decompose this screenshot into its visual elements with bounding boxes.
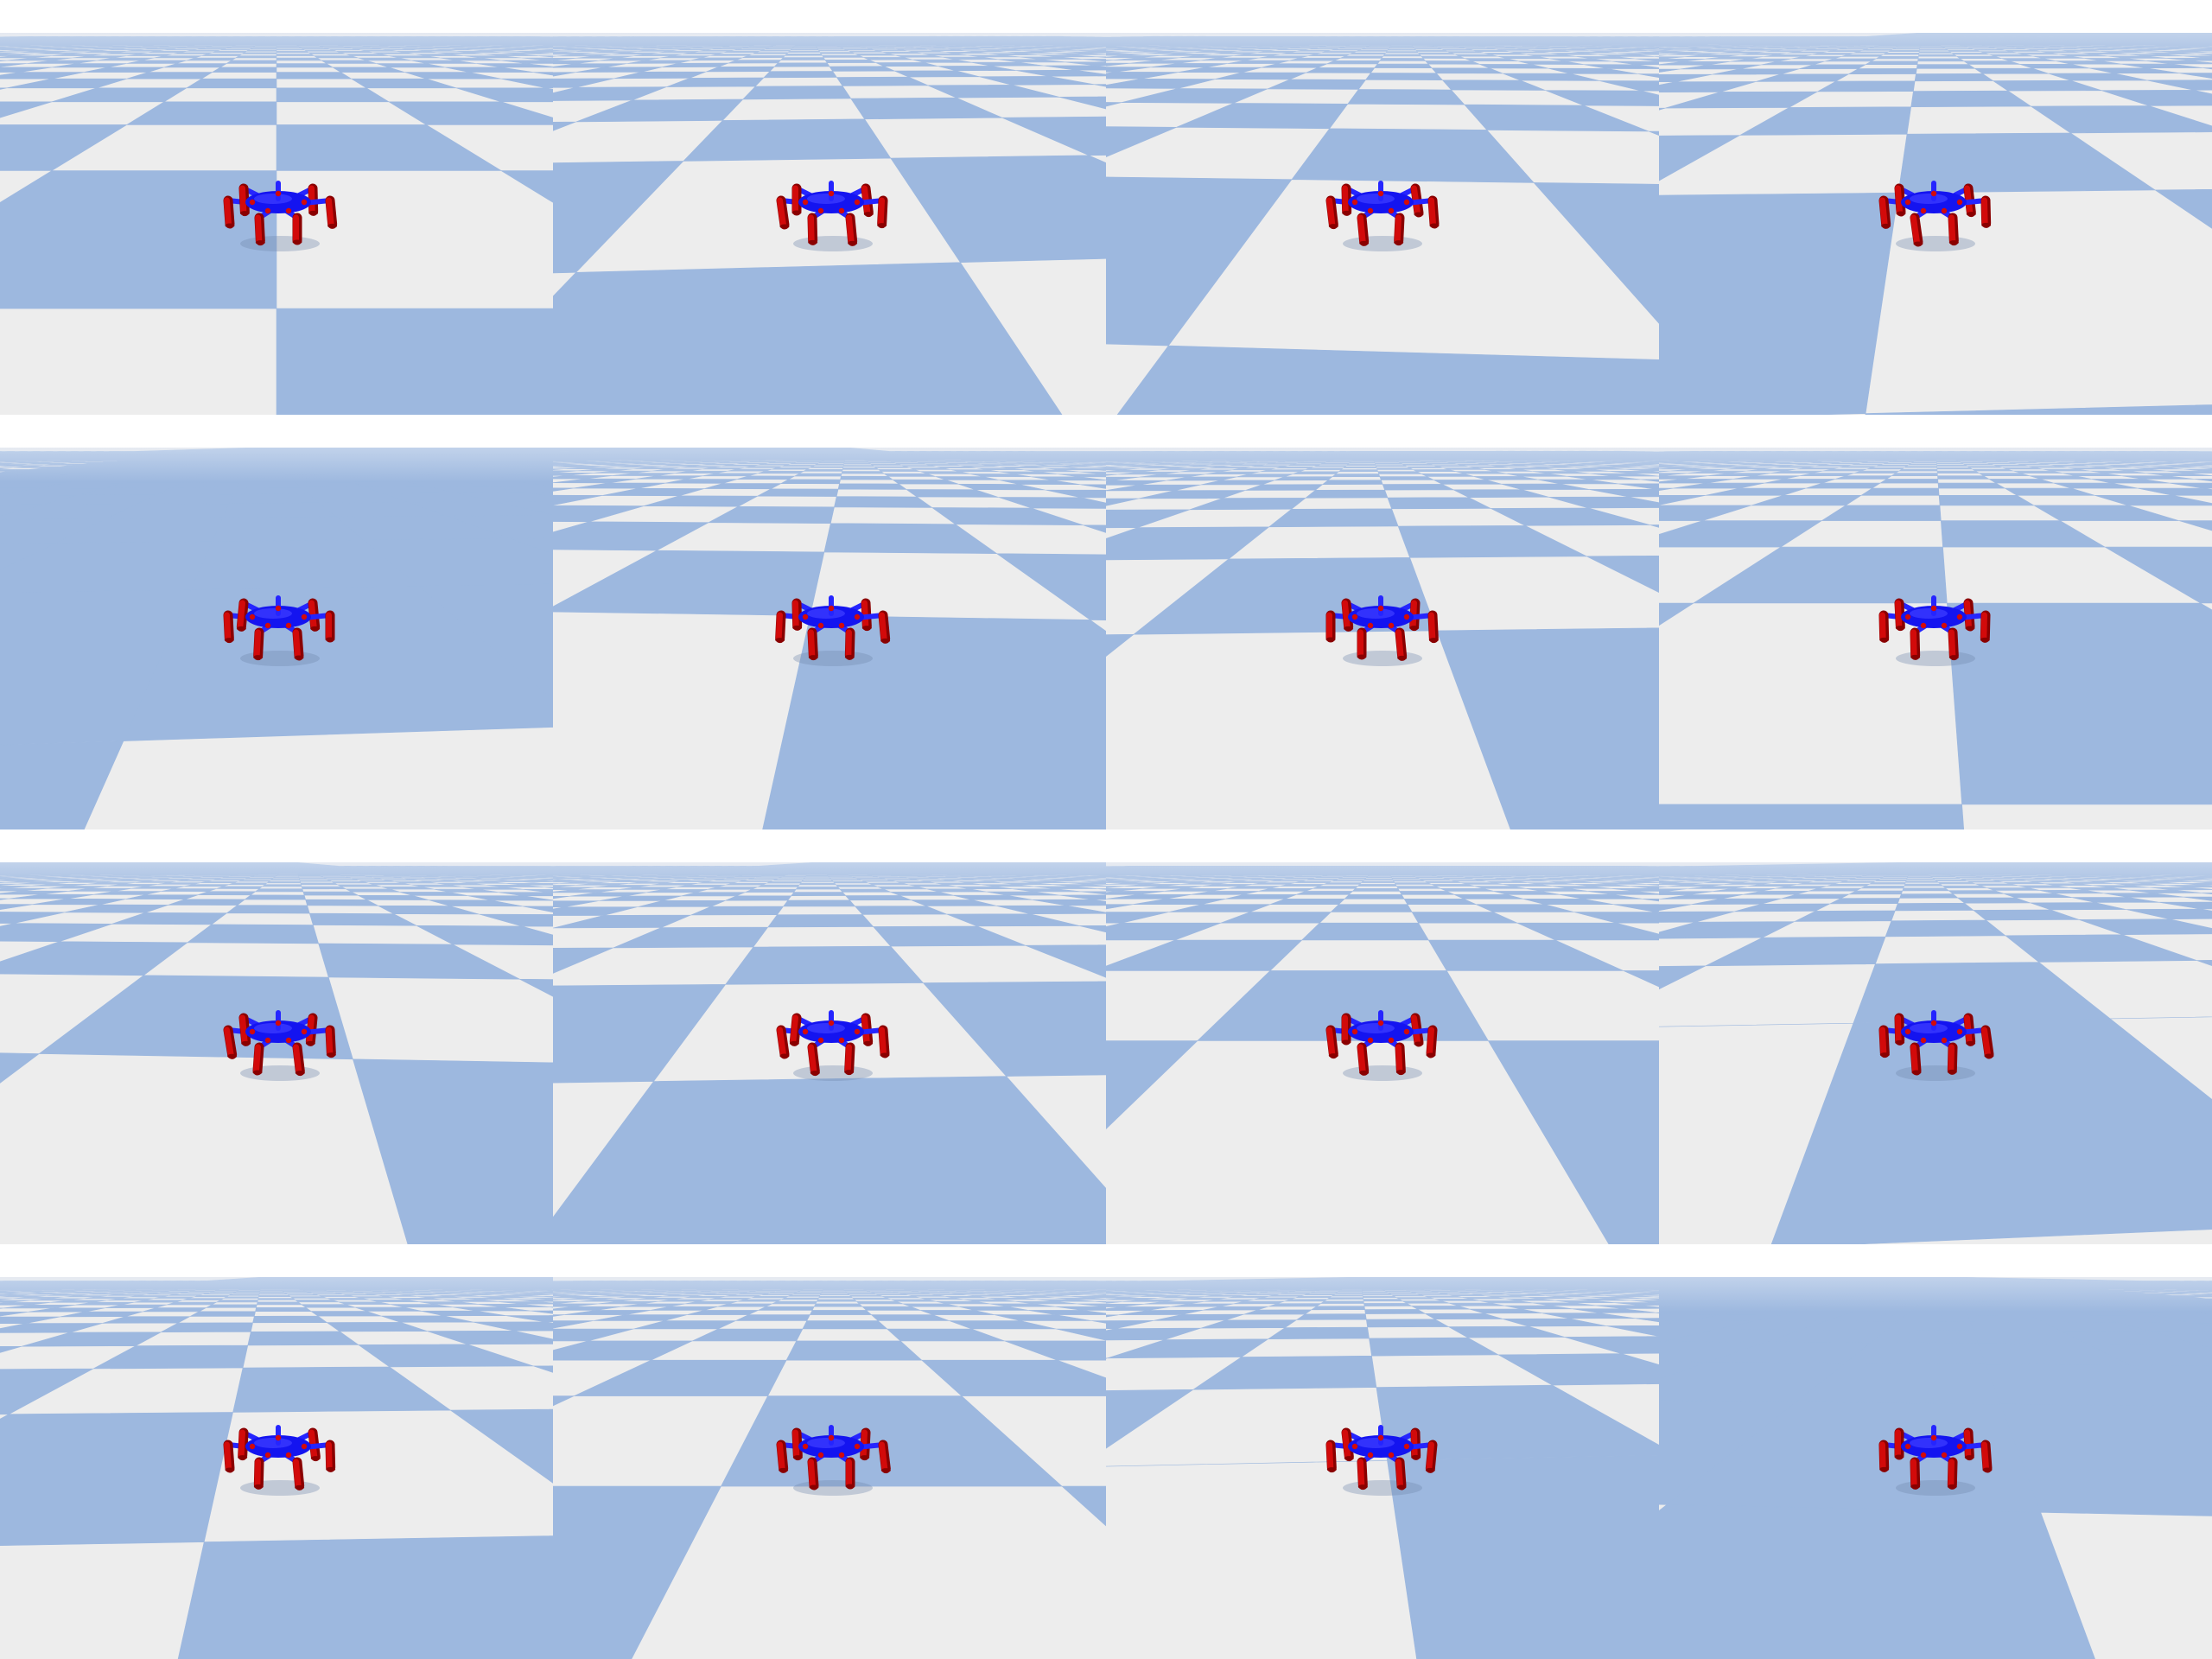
frame-render xyxy=(0,1277,553,1659)
hexapod-robot xyxy=(223,181,338,251)
checkerboard-floor xyxy=(1106,448,1659,830)
robot-leg xyxy=(238,1427,265,1461)
simulation-frame xyxy=(1106,1277,1659,1659)
frame-render xyxy=(1659,862,2212,1244)
hexapod-robot xyxy=(223,1010,336,1081)
frame-render xyxy=(0,862,553,1244)
checkerboard-floor xyxy=(1659,862,2212,1244)
hexapod-robot xyxy=(223,595,335,666)
robot-leg xyxy=(807,208,826,245)
robot-leg xyxy=(1939,623,1959,661)
hexapod-robot xyxy=(1878,181,1992,251)
simulation-frame xyxy=(1659,448,2212,830)
robot-leg xyxy=(238,183,265,217)
frame-render xyxy=(1106,1277,1659,1659)
frame-render xyxy=(0,33,553,415)
frame-render xyxy=(1106,33,1659,415)
hexapod-robot xyxy=(776,1425,891,1496)
simulation-frame xyxy=(0,33,553,415)
checkerboard-floor xyxy=(1659,448,2212,830)
checkerboard-floor xyxy=(553,862,1106,1244)
simulation-frame xyxy=(553,448,1106,830)
simulation-frame xyxy=(1659,33,2212,415)
robot-leg xyxy=(1357,623,1376,660)
simulation-frame xyxy=(1106,33,1659,415)
simulation-frame xyxy=(553,33,1106,415)
hexapod-robot xyxy=(1878,595,1991,666)
simulation-frame xyxy=(553,1277,1106,1659)
hexapod-robot xyxy=(223,1425,336,1496)
hexapod-robot xyxy=(776,1010,890,1081)
checkerboard-floor xyxy=(0,862,553,1244)
simulation-frame xyxy=(1106,448,1659,830)
hexapod-robot xyxy=(1878,1425,1993,1496)
checkerboard-floor xyxy=(0,448,553,830)
frame-render xyxy=(1659,448,2212,830)
simulation-frame xyxy=(1659,862,2212,1244)
frame-render xyxy=(553,862,1106,1244)
simulation-frame xyxy=(1659,1277,2212,1659)
hexapod-robot xyxy=(1878,1010,1994,1081)
robot-leg xyxy=(253,1452,273,1490)
robot-leg xyxy=(807,1038,826,1077)
robot-leg xyxy=(1894,183,1921,217)
robot-leg xyxy=(1939,208,1959,246)
simulation-frame xyxy=(0,1277,553,1659)
robot-leg xyxy=(1939,1452,1958,1490)
frame-render xyxy=(1659,33,2212,415)
hexapod-robot xyxy=(776,181,888,251)
frame-render xyxy=(1659,1277,2212,1659)
checkerboard-floor xyxy=(1659,1277,2212,1659)
checkerboard-floor xyxy=(553,448,1106,830)
frame-render xyxy=(553,1277,1106,1659)
frame-render xyxy=(553,33,1106,415)
frame-render xyxy=(0,448,553,830)
checkerboard-floor xyxy=(0,33,553,415)
robot-leg xyxy=(1910,623,1929,660)
checkerboard-floor xyxy=(1106,33,1659,415)
frame-render xyxy=(1106,448,1659,830)
hexapod-robot xyxy=(1325,1425,1438,1496)
checkerboard-floor xyxy=(1106,1277,1659,1659)
checkerboard-floor xyxy=(553,1277,1106,1659)
checkerboard-floor xyxy=(1659,33,2212,415)
hexapod-robot xyxy=(1325,595,1439,666)
checkerboard-floor xyxy=(1106,862,1659,1244)
simulation-frame xyxy=(553,862,1106,1244)
checkerboard-floor xyxy=(0,1277,553,1659)
hexapod-robot xyxy=(1325,181,1440,251)
robot-leg xyxy=(1910,208,1929,247)
simulation-frame xyxy=(1106,862,1659,1244)
frame-render xyxy=(553,448,1106,830)
checkerboard-floor xyxy=(553,33,1106,415)
hexapod-robot xyxy=(775,595,891,666)
simulation-frame xyxy=(0,448,553,830)
robot-leg xyxy=(836,623,855,660)
simulation-frame xyxy=(0,862,553,1244)
hexapod-robot xyxy=(1325,1010,1438,1081)
frame-render xyxy=(1106,862,1659,1244)
robot-leg xyxy=(1357,1038,1376,1076)
